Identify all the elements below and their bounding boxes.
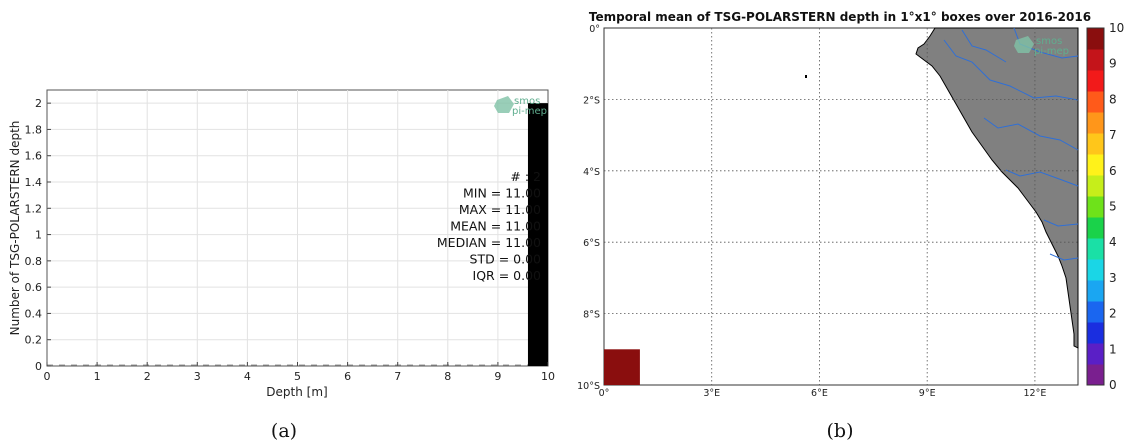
map-logo-line-2: pi-mep: [1034, 46, 1069, 57]
map-lon-tick-label: 3°E: [703, 388, 720, 399]
colorbar-segment: [1087, 28, 1104, 50]
colorbar-tick-label: 9: [1109, 57, 1117, 71]
colorbar-tick-label: 10: [1109, 21, 1124, 35]
map-lon-tick-label: 9°E: [919, 388, 936, 399]
colorbar-segment: [1087, 364, 1104, 386]
histogram-y-tick-label: 1.8: [25, 123, 43, 136]
colorbar-tick-label: 4: [1109, 235, 1117, 249]
island-marker: [805, 75, 807, 78]
histogram-stat-line: STD = 0.00: [470, 252, 541, 267]
histogram-y-tick-label: 0: [35, 360, 42, 373]
colorbar-tick-label: 5: [1109, 200, 1117, 214]
colorbar-segment: [1087, 280, 1104, 302]
map-cell: [604, 349, 640, 385]
histogram-stat-line: # : 2: [510, 169, 541, 184]
map-latitude-ticks: 0° 2°S 4°S 6°S 8°S 10°S: [577, 24, 600, 392]
histogram-y-tick-label: 1: [35, 229, 42, 242]
map-lon-tick-label: 6°E: [811, 388, 828, 399]
histogram-x-tick-label: 9: [494, 370, 501, 383]
map-lat-tick-label: 8°S: [583, 310, 600, 321]
colorbar-segment: [1087, 217, 1104, 239]
histogram-y-tick-label: 0.6: [25, 281, 43, 294]
map-title: Temporal mean of TSG-POLARSTERN depth in…: [589, 10, 1091, 24]
colorbar-tick-label: 7: [1109, 128, 1117, 142]
histogram-stat-line: MIN = 11.00: [463, 186, 541, 201]
colorbar-segment: [1087, 322, 1104, 344]
map-cells: [604, 349, 640, 385]
colorbar-segment: [1087, 91, 1104, 113]
histogram-y-tick-label: 0.4: [25, 307, 43, 320]
histogram-y-tick-label: 1.2: [25, 202, 43, 215]
histogram-y-tick-label: 1.4: [25, 176, 43, 189]
histogram-stat-line: MEAN = 11.00: [450, 219, 541, 234]
colorbar-segment: [1087, 154, 1104, 176]
map-lat-tick-label: 0°: [589, 24, 600, 35]
colorbar-tick-label: 1: [1109, 342, 1117, 356]
histogram-y-tick-label: 0.8: [25, 255, 43, 268]
histogram-x-tick-label: 7: [394, 370, 401, 383]
colorbar: [1087, 28, 1104, 386]
colorbar-ticks: 0 1 2 3 4 5 6 7 8 9 10: [1109, 21, 1124, 392]
histogram-x-tick-label: 6: [344, 370, 351, 383]
map-lon-tick-label: 0°: [599, 388, 610, 399]
histogram-y-tick-label: 2: [35, 97, 42, 110]
histogram-y-label: Number of TSG-POLARSTERN depth: [8, 121, 22, 336]
colorbar-tick-label: 3: [1109, 271, 1117, 285]
histogram-y-tick-label: 1.6: [25, 150, 43, 163]
histogram-x-tick-label: 8: [444, 370, 451, 383]
histogram-stat-line: IQR = 0.00: [473, 268, 542, 283]
logo-line-2: pi-mep: [512, 106, 547, 117]
histogram-stat-line: MAX = 11.00: [459, 202, 541, 217]
colorbar-segment: [1087, 70, 1104, 92]
colorbar-segment: [1087, 175, 1104, 197]
histogram-x-tick-label: 5: [294, 370, 301, 383]
colorbar-tick-label: 0: [1109, 378, 1117, 392]
map-lon-tick-label: 12°E: [1023, 388, 1046, 399]
histogram-x-tick-label: 4: [244, 370, 251, 383]
colorbar-segment: [1087, 112, 1104, 134]
map-lat-tick-label: 4°S: [583, 167, 600, 178]
colorbar-segment: [1087, 196, 1104, 218]
histogram-x-tick-label: 2: [144, 370, 151, 383]
map-lat-tick-label: 2°S: [583, 95, 600, 106]
map-lat-tick-label: 10°S: [577, 381, 600, 392]
map-lat-tick-label: 6°S: [583, 238, 600, 249]
colorbar-segment: [1087, 343, 1104, 365]
histogram-x-label: Depth [m]: [266, 385, 327, 399]
map-panel: Temporal mean of TSG-POLARSTERN depth in…: [577, 10, 1124, 442]
colorbar-segment: [1087, 301, 1104, 323]
colorbar-segment: [1087, 49, 1104, 71]
histogram-x-tick-label: 3: [194, 370, 201, 383]
colorbar-segment: [1087, 133, 1104, 155]
caption-b: (b): [827, 420, 854, 442]
map-longitude-ticks: 0° 3°E 6°E 9°E 12°E: [599, 388, 1047, 399]
histogram-y-tick-label: 0.2: [25, 334, 43, 347]
histogram-stat-line: MEDIAN = 11.00: [437, 235, 541, 250]
colorbar-tick-label: 2: [1109, 307, 1117, 321]
histogram-x-tick-label: 1: [94, 370, 101, 383]
histogram-panel: 0 1 2 3 4 5 6 7 8 9 10 0 0.2 0.4 0.6 0.8 1 1.2 1.4 1.6 1.8 2…: [8, 90, 555, 442]
histogram-x-tick-label: 10: [541, 370, 555, 383]
colorbar-segment: [1087, 238, 1104, 260]
histogram-x-tick-label: 0: [44, 370, 51, 383]
colorbar-tick-label: 6: [1109, 164, 1117, 178]
colorbar-segment: [1087, 259, 1104, 281]
colorbar-tick-label: 8: [1109, 92, 1117, 106]
caption-a: (a): [271, 420, 297, 442]
